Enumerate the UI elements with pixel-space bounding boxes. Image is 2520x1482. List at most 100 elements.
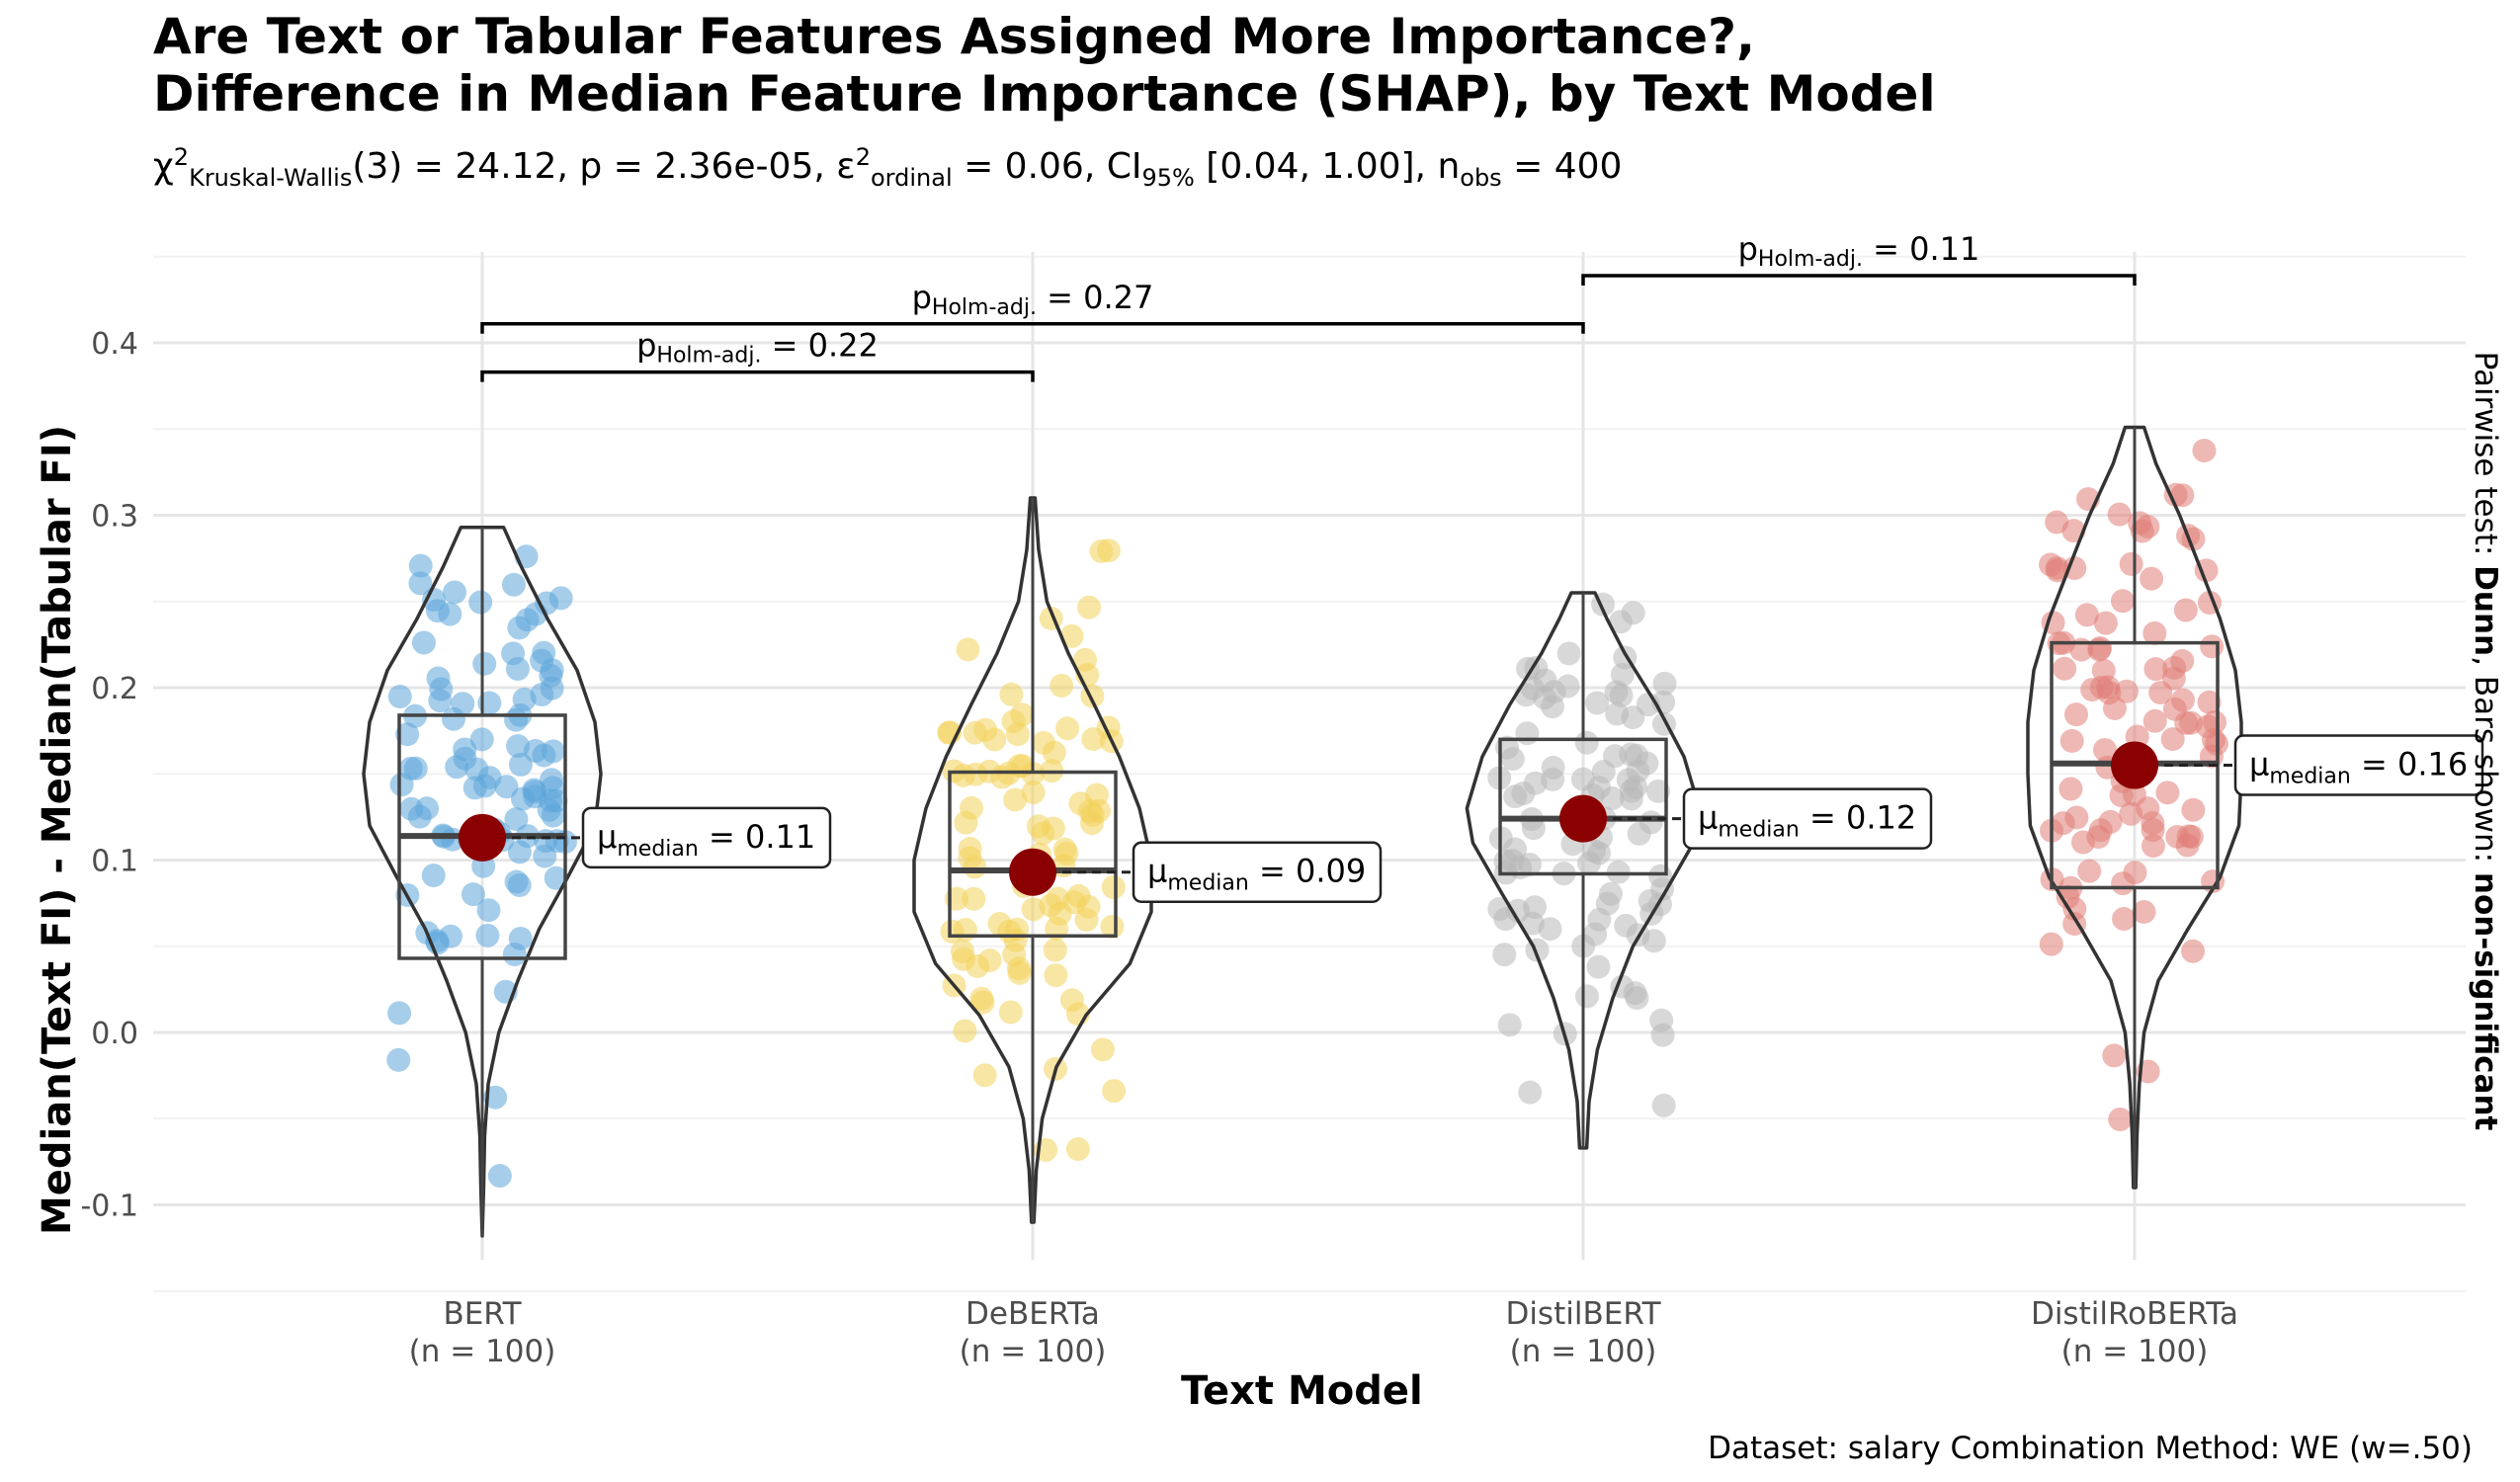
- data-point: [1100, 914, 1125, 939]
- data-point: [1645, 779, 1670, 803]
- data-point: [438, 602, 462, 626]
- median-label-mu: μ: [597, 818, 617, 856]
- x-tick-label: BERT: [443, 1296, 522, 1332]
- data-point: [1626, 759, 1650, 783]
- data-point: [2093, 611, 2118, 635]
- chi-sup: 2: [173, 143, 190, 171]
- data-point: [415, 796, 440, 821]
- data-point: [1031, 730, 1055, 755]
- data-point: [2063, 702, 2088, 727]
- data-point: [2163, 482, 2188, 507]
- data-point: [544, 788, 568, 813]
- data-point: [2142, 620, 2167, 645]
- data-point: [501, 572, 526, 597]
- title-line-2: Difference in Median Feature Importance …: [153, 65, 1936, 123]
- title-line-1: Are Text or Tabular Features Assigned Mo…: [153, 8, 1755, 65]
- data-point: [2181, 797, 2206, 822]
- data-point: [468, 590, 493, 615]
- x-tick-n-label: (n = 100): [1510, 1334, 1657, 1369]
- data-point: [411, 630, 436, 655]
- data-point: [1650, 1023, 1675, 1047]
- data-point: [507, 840, 532, 864]
- data-point: [408, 553, 433, 578]
- eps-sub: ordinal: [871, 164, 953, 193]
- median-label-value: = 0.11: [699, 818, 815, 856]
- data-point: [1487, 896, 1512, 921]
- data-point: [2141, 811, 2165, 836]
- data-point: [421, 864, 446, 888]
- data-point: [1595, 891, 1620, 916]
- mean-point: [2111, 741, 2158, 789]
- n-text: = 400: [1501, 146, 1623, 187]
- data-point: [1007, 754, 1032, 779]
- data-point: [1503, 784, 1528, 809]
- data-point: [2143, 657, 2168, 682]
- data-point: [2110, 589, 2135, 614]
- data-point: [1055, 716, 1080, 741]
- data-point: [1606, 860, 1631, 884]
- data-point: [972, 1063, 997, 1088]
- data-point: [2170, 649, 2195, 674]
- data-point: [1574, 730, 1599, 755]
- data-point: [1638, 810, 1663, 835]
- data-point: [2102, 696, 2127, 720]
- data-point: [461, 882, 485, 907]
- eps-text: = 0.06, CI: [952, 146, 1142, 187]
- data-point: [387, 1001, 412, 1026]
- data-point: [395, 722, 420, 747]
- data-point: [1021, 781, 1046, 805]
- y-axis-label: Median(Text FI) - Median(Tabular FI): [35, 424, 80, 1236]
- median-label-mu: μ: [2249, 746, 2269, 783]
- chart-subtitle: χ2Kruskal-Wallis(3) = 24.12, p = 2.36e-0…: [153, 143, 1622, 192]
- data-point: [2160, 727, 2185, 752]
- data-point: [502, 942, 527, 966]
- data-point: [1652, 671, 1677, 696]
- right-label-test: Dunn: [2468, 565, 2503, 657]
- data-point: [2181, 939, 2206, 963]
- data-point: [2201, 727, 2226, 752]
- data-point: [2119, 801, 2143, 826]
- data-point: [2200, 634, 2225, 659]
- data-point: [2111, 871, 2136, 896]
- data-point: [2102, 1043, 2127, 1068]
- significance-bracket: [1581, 274, 2137, 286]
- data-point: [429, 677, 454, 701]
- x-tick-n-label: (n = 100): [409, 1334, 556, 1369]
- data-point: [2122, 782, 2146, 807]
- violin-outline: [2026, 425, 2243, 1190]
- data-point: [386, 1047, 411, 1072]
- mean-point: [459, 813, 506, 862]
- data-point: [494, 775, 519, 799]
- data-point: [2108, 1108, 2133, 1132]
- data-point: [1031, 821, 1055, 846]
- data-point: [1492, 943, 1517, 967]
- data-point: [2112, 907, 2137, 932]
- data-point: [1077, 595, 1102, 619]
- data-point: [504, 869, 529, 894]
- x-axis-label: Text Model: [1181, 1368, 1423, 1414]
- data-point: [2142, 708, 2167, 733]
- data-point: [2141, 834, 2165, 859]
- y-tick-label: 0.1: [91, 845, 138, 879]
- chi-sub: Kruskal-Wallis: [189, 164, 353, 193]
- chart-title: Are Text or Tabular Features Assigned Mo…: [153, 8, 1936, 123]
- y-tick-label: 0.4: [91, 327, 138, 362]
- data-point: [1043, 938, 1067, 962]
- data-point: [1102, 1079, 1127, 1104]
- median-label: μmedian = 0.16: [2249, 746, 2468, 789]
- data-point: [966, 953, 990, 978]
- x-tick-n-label: (n = 100): [2061, 1334, 2209, 1369]
- data-point: [1081, 727, 1106, 752]
- data-point: [997, 919, 1022, 944]
- median-label: μmedian = 0.12: [1698, 799, 1916, 843]
- data-point: [506, 734, 531, 759]
- y-tick-label: 0.2: [91, 672, 138, 706]
- y-tick-label: 0.0: [91, 1017, 138, 1051]
- data-point: [960, 795, 984, 820]
- data-point: [464, 757, 489, 782]
- data-point: [1044, 963, 1068, 988]
- bracket-label: pHolm-adj. = 0.27: [912, 279, 1154, 320]
- violin-outline: [1465, 591, 1702, 1150]
- ci-text: [0.04, 1.00], n: [1194, 146, 1461, 187]
- chi-symbol: χ: [153, 146, 174, 187]
